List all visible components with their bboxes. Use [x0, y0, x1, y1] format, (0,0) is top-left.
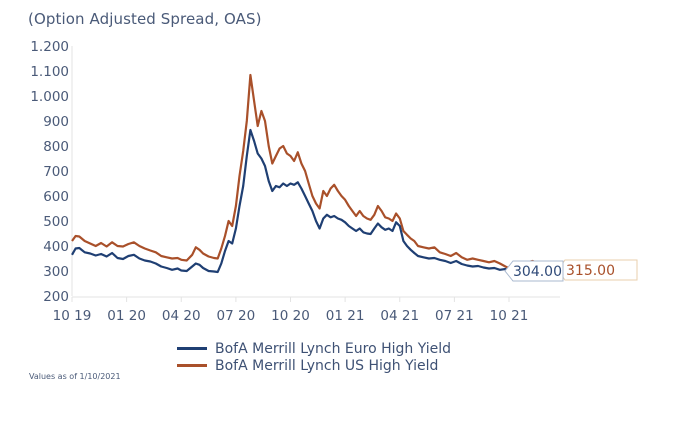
chart-title: (Option Adjusted Spread, OAS) [28, 10, 262, 28]
x-tick-label: 10 19 [53, 308, 92, 324]
legend-swatch-euro [177, 347, 207, 350]
x-tick-label: 04 21 [380, 308, 419, 324]
x-tick-label: 01 21 [326, 308, 365, 324]
legend-label-us: BofA Merrill Lynch US High Yield [215, 357, 439, 374]
y-tick-label: 1.200 [30, 39, 69, 55]
y-tick-label: 800 [43, 139, 69, 155]
y-tick-label: 1.100 [30, 64, 69, 80]
y-tick-label: 400 [43, 239, 69, 255]
y-tick-label: 900 [43, 114, 69, 130]
x-tick-label: 07 20 [217, 308, 256, 324]
x-tick-label: 04 20 [162, 308, 201, 324]
legend-item-euro: BofA Merrill Lynch Euro High Yield [177, 340, 451, 357]
legend-label-euro: BofA Merrill Lynch Euro High Yield [215, 340, 452, 357]
y-tick-label: 200 [43, 289, 69, 305]
x-tick-label: 07 21 [435, 308, 474, 324]
series-lines [71, 73, 555, 274]
y-tick-label: 1.000 [30, 89, 69, 105]
y-tick-label: 500 [43, 214, 69, 230]
x-tick-label: 10 20 [271, 308, 310, 324]
callout-value-euro: 304.00 [513, 264, 562, 280]
y-tick-label: 700 [43, 164, 69, 180]
series-line-us-high-yield [71, 73, 555, 271]
footnote: Values as of 1/10/2021 [29, 372, 121, 381]
x-axis: 10 19 01 20 04 20 07 20 10 20 01 21 04 21 07 21… [53, 296, 560, 324]
callout-value-us: 315.00 [566, 263, 615, 279]
legend: BofA Merrill Lynch Euro High Yield BofA … [177, 340, 451, 374]
callout-box-euro [504, 260, 564, 282]
x-tick-label: 10 21 [490, 308, 529, 324]
series-line-euro-high-yield [71, 128, 555, 274]
y-tick-label: 300 [43, 264, 69, 280]
legend-swatch-us [177, 364, 207, 367]
x-tick-label: 01 20 [107, 308, 146, 324]
y-tick-label: 600 [43, 189, 69, 205]
y-axis: 200 300 400 500 600 700 800 900 1.000 1.100 1.200 [30, 39, 73, 305]
legend-item-us: BofA Merrill Lynch US High Yield [177, 357, 451, 374]
